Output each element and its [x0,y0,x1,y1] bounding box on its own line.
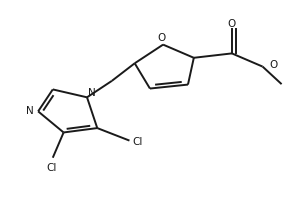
Text: Cl: Cl [46,163,56,173]
Text: O: O [158,33,166,43]
Text: O: O [228,19,236,29]
Text: O: O [269,60,277,70]
Text: Cl: Cl [132,137,143,147]
Text: N: N [26,106,34,116]
Text: N: N [88,88,95,98]
